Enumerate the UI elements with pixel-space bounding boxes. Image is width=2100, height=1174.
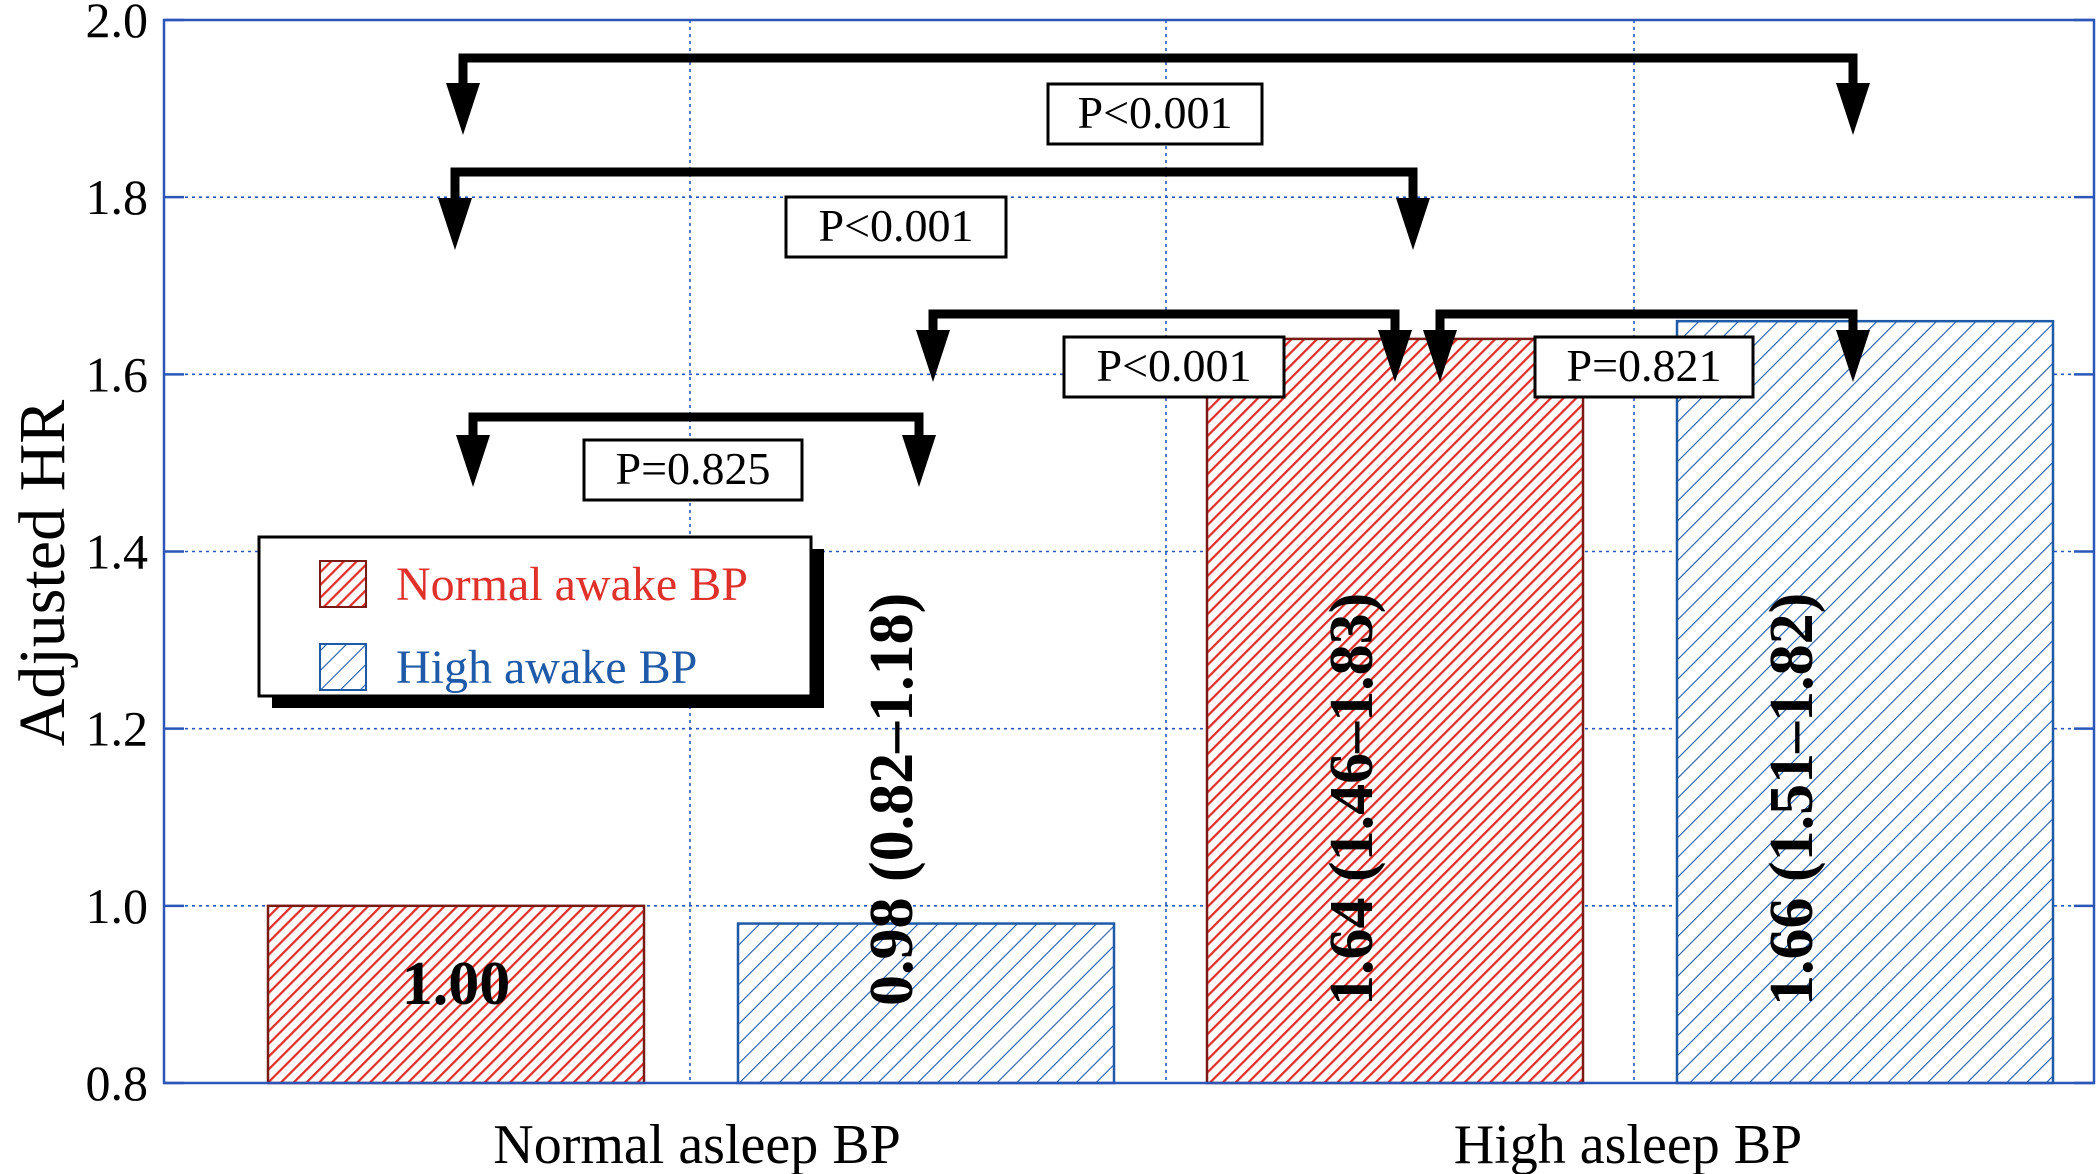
bar: [1675, 319, 2055, 1085]
p-value-box: [1062, 335, 1286, 399]
bar: [736, 922, 1116, 1085]
p-value-label: P=0.825: [615, 443, 770, 494]
legend-label: Normal awake BP: [396, 558, 748, 611]
comparison-bracket: P=0.821: [1423, 309, 1870, 399]
p-value-label: P<0.001: [1096, 340, 1251, 391]
arrowhead-icon: [902, 435, 936, 487]
legend-label: High awake BP: [396, 641, 697, 694]
y-tick-label: 1.6: [86, 346, 149, 402]
x-tick-label: High asleep BP: [1454, 1114, 1802, 1174]
legend: Normal awake BP High awake BP: [257, 535, 824, 708]
p-value-label: P<0.001: [818, 200, 973, 251]
bracket-line: [458, 53, 1858, 105]
arrowhead-icon: [456, 435, 490, 487]
legend-swatch: [319, 560, 367, 608]
p-value-box: [1046, 82, 1264, 146]
arrowhead-icon: [438, 198, 472, 250]
comparison-bracket: P<0.001: [916, 309, 1412, 399]
y-axis-title: Adjusted HR: [6, 400, 79, 747]
p-value-label: P=0.821: [1566, 340, 1721, 391]
p-value-box: [784, 195, 1008, 259]
comparison-bracket: P<0.001: [446, 53, 1870, 146]
bracket-line: [450, 167, 1418, 220]
bar-value-label: 1.64 (1.46–1.83): [1318, 593, 1386, 1006]
bar-value-label: 0.98 (0.82–1.18): [858, 593, 926, 1006]
p-value-box: [582, 438, 804, 502]
p-value-label: P<0.001: [1077, 87, 1232, 138]
p-value-box: [1533, 335, 1755, 399]
y-tick-label: 1.4: [86, 524, 149, 580]
bar: [1205, 337, 1585, 1085]
bar-value-label: 1.00: [402, 950, 511, 1018]
y-tick-label: 0.8: [86, 1055, 149, 1111]
arrowhead-icon: [1836, 83, 1870, 135]
x-tick-label: Normal asleep BP: [493, 1114, 900, 1174]
arrowhead-icon: [1396, 198, 1430, 250]
legend-swatch: [319, 643, 367, 691]
y-tick-label: 2.0: [86, 0, 149, 48]
arrowhead-icon: [1423, 330, 1457, 382]
y-tick-label: 1.8: [86, 169, 149, 225]
arrowhead-icon: [1836, 330, 1870, 382]
comparison-bracket: P<0.001: [438, 167, 1430, 259]
bar-value-label: 1.66 (1.51–1.82): [1758, 593, 1826, 1006]
comparison-bracket: P=0.825: [456, 412, 936, 502]
arrowhead-icon: [1378, 330, 1412, 382]
y-tick-label: 1.2: [86, 701, 149, 757]
y-tick-label: 1.0: [86, 878, 149, 934]
arrowhead-icon: [916, 330, 950, 382]
arrowhead-icon: [446, 83, 480, 135]
